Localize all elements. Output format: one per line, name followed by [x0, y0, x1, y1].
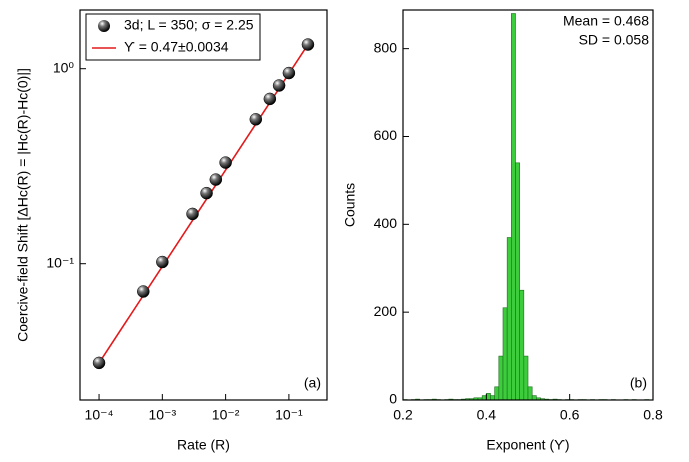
x-tick-label: 0.8 — [643, 407, 663, 423]
x-tick-label: 0.2 — [393, 407, 413, 423]
hist-bar — [523, 355, 529, 401]
x-axis-label: Exponent (ϒ) — [486, 437, 569, 453]
stat-text: SD = 0.058 — [579, 32, 650, 48]
data-point — [301, 38, 315, 51]
y-tick-label: 800 — [374, 39, 398, 55]
data-point — [186, 207, 199, 221]
data-point — [137, 285, 150, 298]
y-axis-label: Counts — [342, 183, 358, 227]
legend-marker — [98, 20, 110, 32]
x-tick-label: 0.6 — [560, 407, 580, 423]
hist-bar — [506, 237, 512, 401]
y-tick-label: 600 — [374, 127, 398, 143]
plot-frame — [402, 9, 654, 401]
y-tick-label: 200 — [374, 303, 398, 319]
hist-bar — [515, 162, 520, 401]
y-tick-label: 400 — [374, 215, 398, 231]
hist-bar — [519, 289, 525, 401]
y-axis-label: Coercive-field Shift [ΔHc(R) = |Hc(R)-Hc… — [15, 68, 31, 342]
data-point — [200, 186, 213, 200]
y-tick-label: 0 — [389, 391, 397, 407]
data-point — [156, 255, 169, 269]
hist-bar — [531, 395, 537, 401]
legend-label: ϒ = 0.47±0.0034 — [124, 39, 229, 55]
data-point — [219, 156, 232, 169]
hist-bar — [527, 386, 533, 401]
stat-text: Mean = 0.468 — [563, 13, 649, 29]
data-point — [263, 92, 277, 106]
hist-bar — [490, 395, 495, 401]
panel-label: (b) — [630, 375, 647, 391]
y-tick-label: 10⁰ — [53, 59, 75, 75]
legend-label: 3d; L = 350; σ = 2.25 — [124, 17, 254, 33]
hist-bar — [498, 355, 504, 401]
hist-bar — [502, 307, 508, 401]
data-point — [249, 113, 263, 126]
x-tick-label: 10⁻¹ — [275, 407, 303, 423]
hist-bar — [481, 395, 487, 401]
hist-bar — [486, 393, 491, 401]
x-tick-label: 0.4 — [477, 407, 497, 423]
x-axis-label: Rate (R) — [177, 437, 230, 453]
data-point — [92, 356, 106, 370]
data-point — [209, 173, 223, 186]
hist-bar — [494, 386, 500, 401]
data-point — [282, 66, 296, 80]
legend-box — [85, 13, 261, 61]
x-tick-label: 10⁻² — [212, 407, 240, 423]
y-tick-label: 10⁻¹ — [46, 254, 74, 270]
plot-frame — [79, 9, 328, 401]
panel-label: (a) — [304, 375, 321, 391]
x-tick-label: 10⁻⁴ — [85, 407, 114, 423]
hist-bar — [511, 13, 516, 401]
fit-line — [98, 44, 309, 364]
x-tick-label: 10⁻³ — [149, 407, 177, 423]
data-point — [272, 79, 286, 92]
